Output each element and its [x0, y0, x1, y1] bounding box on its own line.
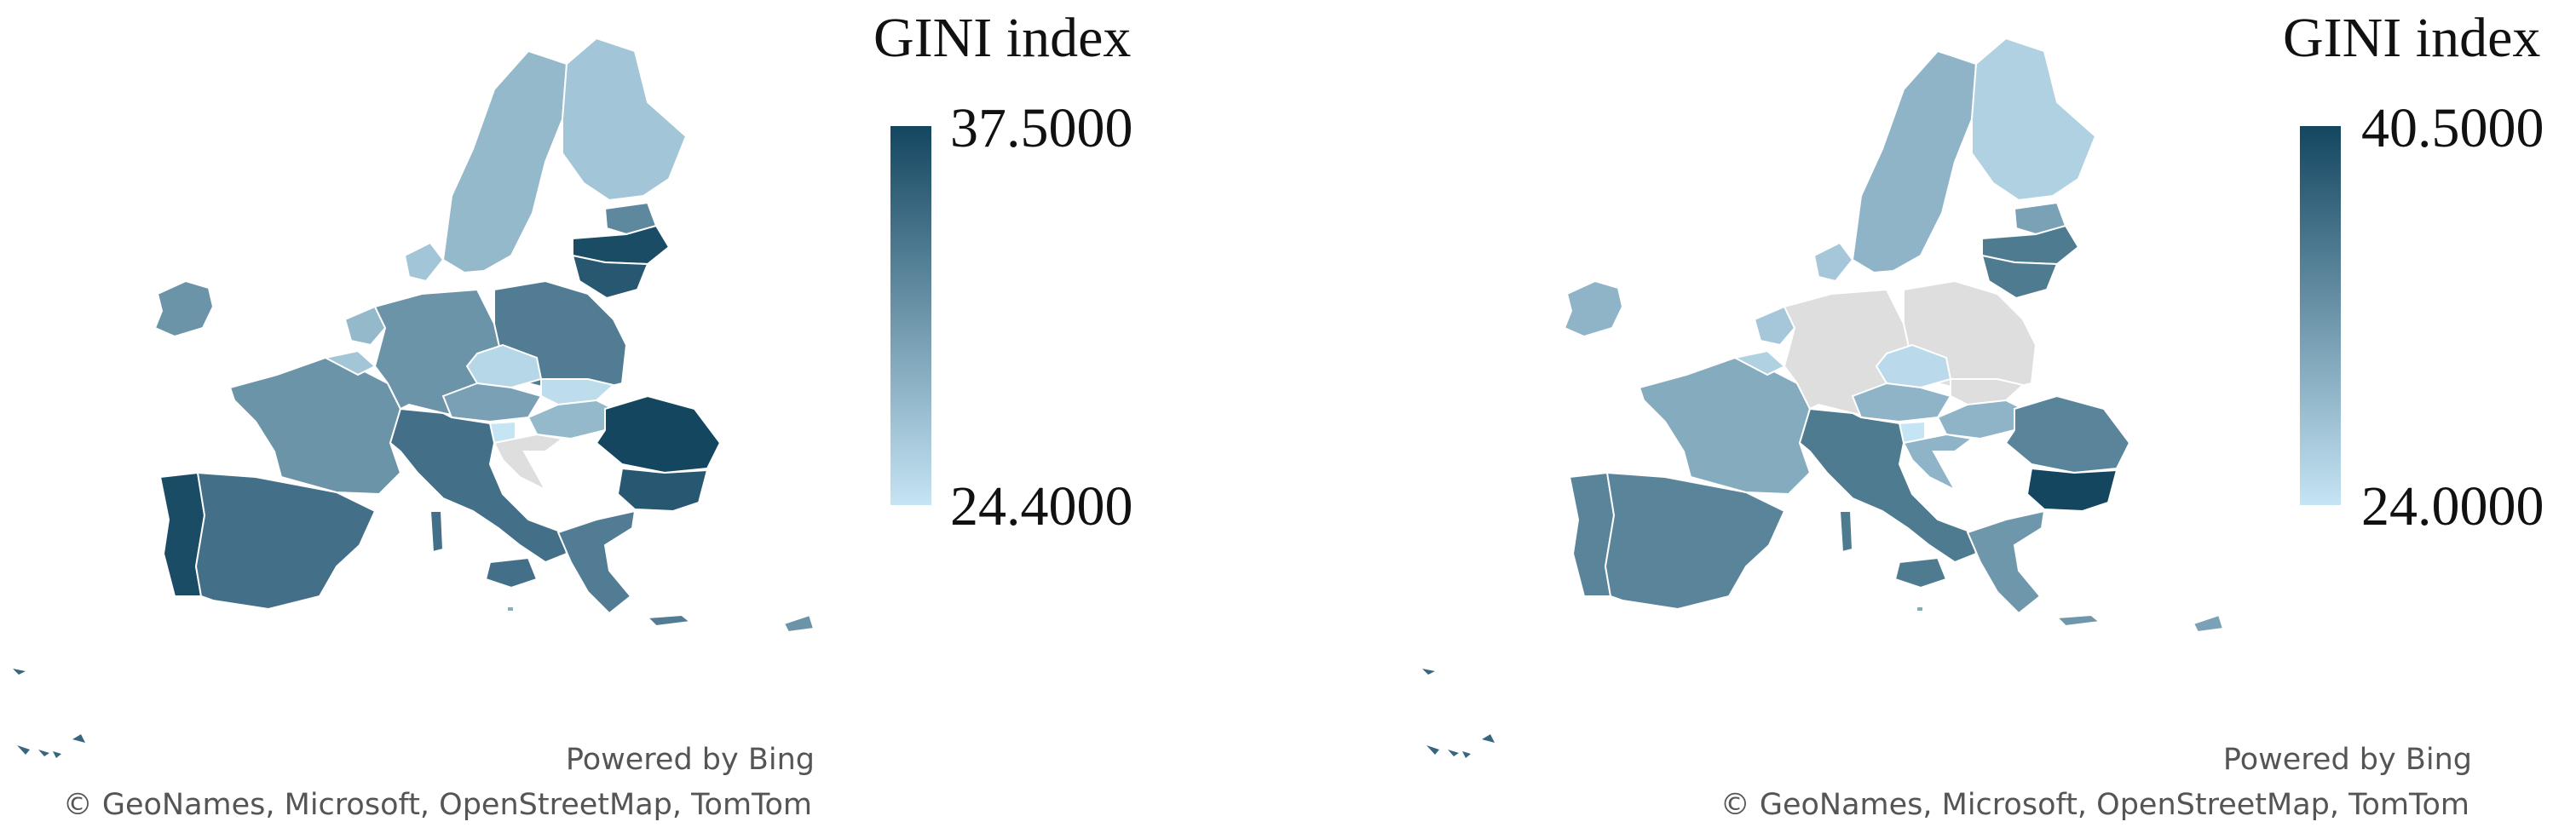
- region-denmark[interactable]: [1813, 242, 1853, 282]
- region-malta[interactable]: [1916, 606, 1924, 612]
- region-ireland[interactable]: [1564, 280, 1623, 337]
- region-greece[interactable]: [557, 510, 691, 627]
- map-panel-2: GINI index 40.5000 24.0000 Powered by Bi…: [1288, 0, 2575, 839]
- region-canaries[interactable]: [1422, 669, 1495, 758]
- powered-by-credit: Powered by Bing: [2222, 743, 2472, 777]
- region-hungary[interactable]: [527, 399, 614, 440]
- region-finland[interactable]: [562, 37, 687, 201]
- region-romania[interactable]: [596, 395, 721, 474]
- region-slovakia[interactable]: [1950, 378, 2024, 405]
- region-sweden[interactable]: [442, 50, 568, 273]
- legend-color-bar: [2300, 126, 2341, 505]
- region-bulgaria[interactable]: [617, 468, 708, 512]
- legend-min-value: 24.4000: [950, 475, 1133, 537]
- region-slovakia[interactable]: [540, 378, 614, 405]
- region-denmark[interactable]: [404, 242, 444, 282]
- copyright-credit: © GeoNames, Microsoft, OpenStreetMap, To…: [1720, 788, 2469, 822]
- region-france[interactable]: [229, 357, 401, 495]
- region-cyprus[interactable]: [783, 614, 815, 633]
- region-greece[interactable]: [1967, 510, 2101, 627]
- region-sweden[interactable]: [1852, 50, 1977, 273]
- powered-by-credit: Powered by Bing: [565, 743, 815, 777]
- region-cyprus[interactable]: [2193, 614, 2224, 633]
- map-panel-1: GINI index 37.5000 24.4000 Powered by Bi…: [13, 7, 1133, 822]
- region-croatia[interactable]: [493, 434, 563, 491]
- legend-color-bar: [890, 126, 931, 505]
- region-finland[interactable]: [1971, 37, 2096, 201]
- legend-max-value: 40.5000: [2361, 97, 2544, 159]
- legend-title: GINI index: [2283, 7, 2541, 69]
- region-france[interactable]: [1639, 357, 1811, 495]
- region-ireland[interactable]: [154, 280, 214, 337]
- region-romania[interactable]: [2005, 395, 2130, 474]
- copyright-credit: © GeoNames, Microsoft, OpenStreetMap, To…: [62, 788, 812, 822]
- legend-min-value: 24.0000: [2361, 475, 2544, 537]
- legend-title: GINI index: [873, 7, 1132, 69]
- region-croatia[interactable]: [1903, 434, 1973, 491]
- region-bulgaria[interactable]: [2026, 468, 2118, 512]
- region-hungary[interactable]: [1937, 399, 2024, 440]
- legend-max-value: 37.5000: [950, 97, 1133, 159]
- region-malta[interactable]: [506, 606, 515, 612]
- region-canaries[interactable]: [13, 669, 85, 758]
